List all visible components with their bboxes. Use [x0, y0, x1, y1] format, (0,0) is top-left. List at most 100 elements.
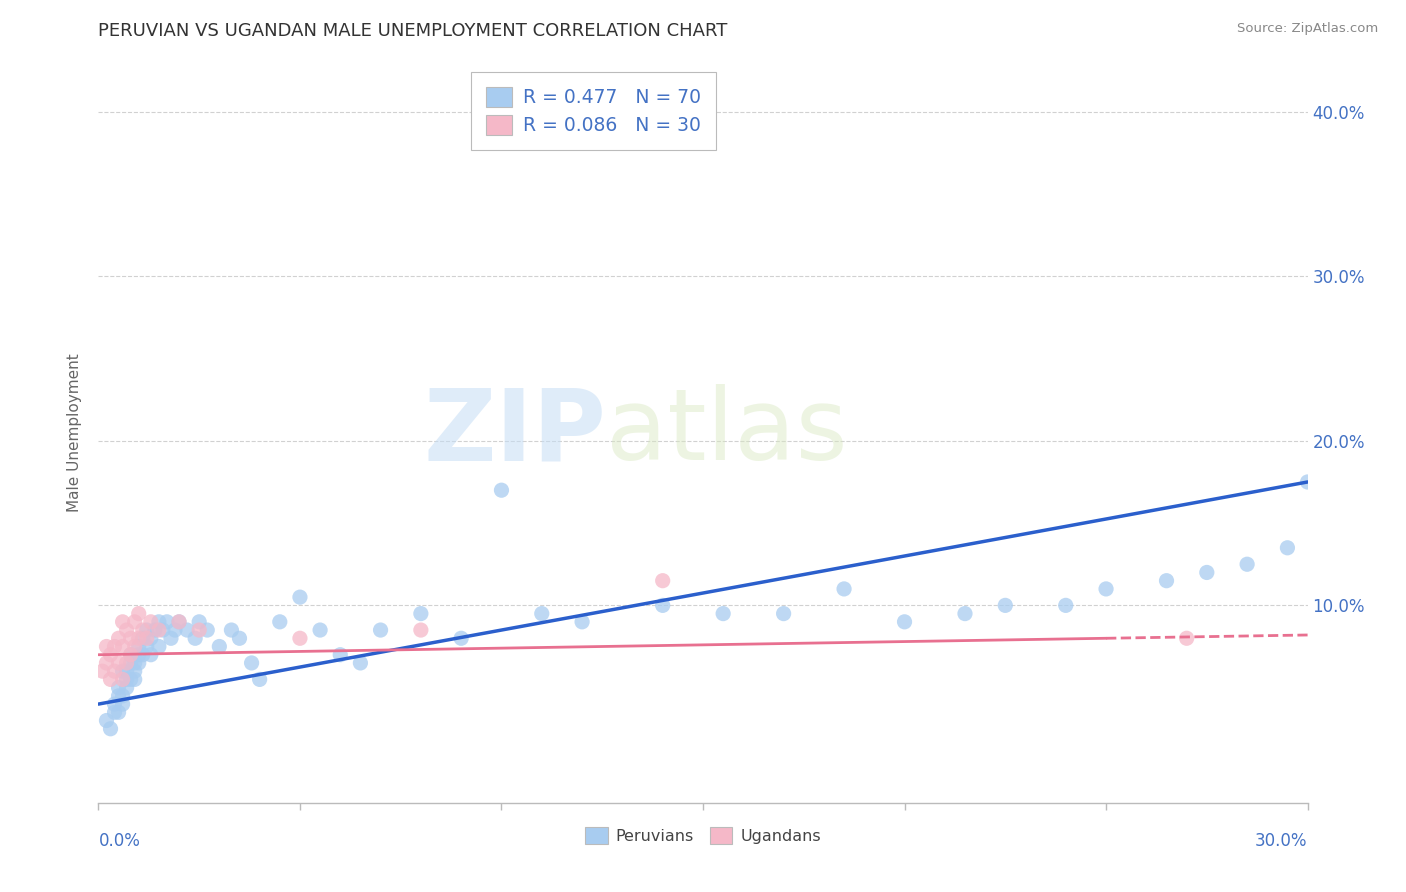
Point	[100, 673, 122, 687]
Point	[100, 722, 122, 736]
Point	[111, 673, 134, 687]
Point	[135, 632, 157, 646]
Point	[120, 648, 142, 662]
Point	[1095, 582, 1118, 596]
Point	[1156, 574, 1178, 588]
Point	[103, 697, 125, 711]
Point	[124, 664, 146, 678]
Legend: Peruvians, Ugandans: Peruvians, Ugandans	[579, 821, 827, 850]
Point	[139, 632, 162, 646]
Point	[132, 632, 155, 646]
Point	[132, 648, 155, 662]
Point	[167, 615, 190, 629]
Point	[100, 648, 122, 662]
Text: ZIP: ZIP	[423, 384, 606, 481]
Point	[91, 664, 114, 678]
Point	[148, 640, 170, 654]
Point	[491, 483, 513, 498]
Point	[288, 590, 311, 604]
Point	[370, 623, 392, 637]
Point	[893, 615, 915, 629]
Point	[111, 615, 134, 629]
Point	[96, 640, 118, 654]
Point	[120, 648, 142, 662]
Point	[651, 599, 673, 613]
Point	[1175, 632, 1198, 646]
Point	[221, 623, 243, 637]
Point	[120, 656, 142, 670]
Point	[832, 582, 855, 596]
Point	[195, 623, 218, 637]
Point	[107, 656, 129, 670]
Point	[124, 656, 146, 670]
Point	[208, 640, 231, 654]
Point	[128, 607, 150, 621]
Point	[103, 664, 125, 678]
Point	[571, 615, 593, 629]
Point	[107, 706, 129, 720]
Point	[124, 640, 146, 654]
Point	[409, 607, 432, 621]
Point	[240, 656, 263, 670]
Point	[115, 664, 138, 678]
Point	[107, 689, 129, 703]
Point	[156, 615, 179, 629]
Point	[107, 632, 129, 646]
Point	[228, 632, 250, 646]
Point	[1277, 541, 1299, 555]
Point	[329, 648, 352, 662]
Point	[111, 664, 134, 678]
Point	[188, 623, 211, 637]
Point	[349, 656, 371, 670]
Point	[772, 607, 794, 621]
Point	[148, 623, 170, 637]
Point	[139, 615, 162, 629]
Point	[450, 632, 472, 646]
Point	[96, 714, 118, 728]
Point	[111, 689, 134, 703]
Point	[115, 673, 138, 687]
Point	[124, 615, 146, 629]
Point	[115, 681, 138, 695]
Point	[103, 706, 125, 720]
Point	[1054, 599, 1077, 613]
Point	[651, 574, 673, 588]
Point	[111, 640, 134, 654]
Point	[167, 615, 190, 629]
Point	[249, 673, 271, 687]
Point	[530, 607, 553, 621]
Point	[128, 632, 150, 646]
Point	[288, 632, 311, 646]
Point	[124, 673, 146, 687]
Point	[128, 640, 150, 654]
Point	[128, 656, 150, 670]
Point	[953, 607, 976, 621]
Point	[152, 623, 174, 637]
Y-axis label: Male Unemployment: Male Unemployment	[66, 353, 82, 512]
Point	[115, 623, 138, 637]
Text: PERUVIAN VS UGANDAN MALE UNEMPLOYMENT CORRELATION CHART: PERUVIAN VS UGANDAN MALE UNEMPLOYMENT CO…	[98, 22, 728, 40]
Point	[111, 697, 134, 711]
Point	[139, 648, 162, 662]
Point	[409, 623, 432, 637]
Point	[1236, 558, 1258, 572]
Point	[132, 623, 155, 637]
Point	[143, 623, 166, 637]
Point	[120, 673, 142, 687]
Point	[184, 632, 207, 646]
Point	[309, 623, 332, 637]
Point	[1296, 475, 1319, 489]
Point	[711, 607, 734, 621]
Point	[120, 632, 142, 646]
Point	[96, 656, 118, 670]
Point	[269, 615, 291, 629]
Point	[188, 615, 211, 629]
Point	[148, 615, 170, 629]
Point	[128, 648, 150, 662]
Point	[135, 640, 157, 654]
Text: 0.0%: 0.0%	[98, 832, 141, 850]
Point	[1195, 566, 1218, 580]
Point	[163, 623, 186, 637]
Point	[994, 599, 1017, 613]
Text: atlas: atlas	[606, 384, 848, 481]
